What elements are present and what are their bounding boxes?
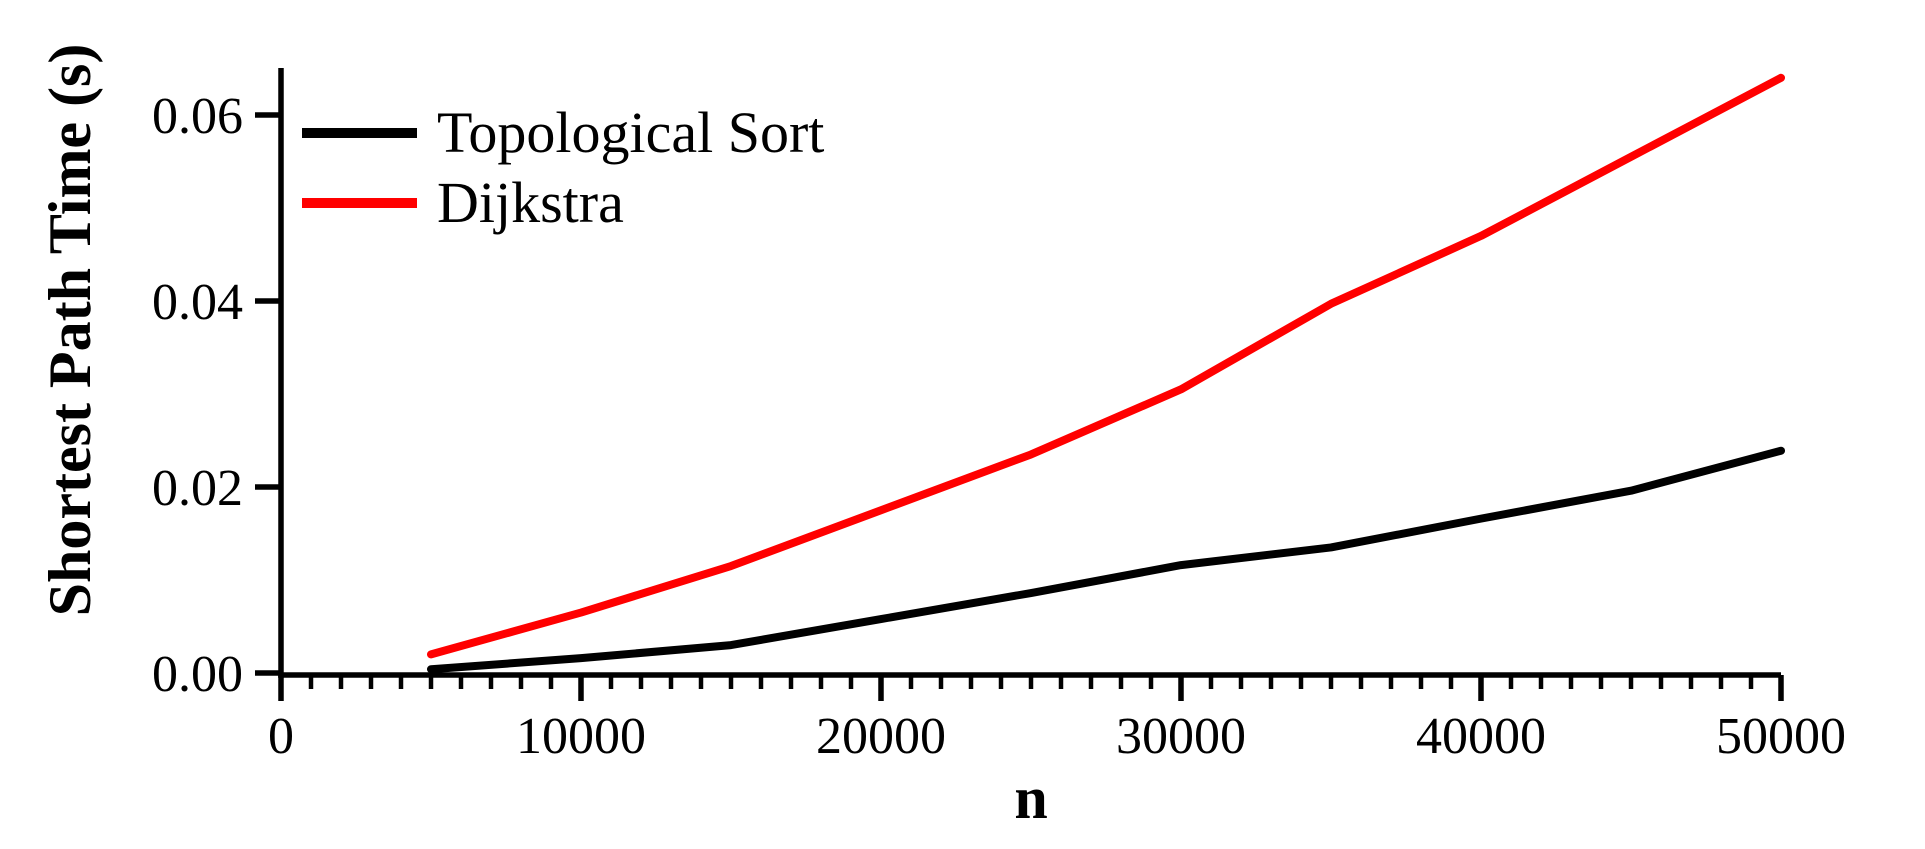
x-tick-label: 20000 — [816, 708, 946, 765]
x-tick-label: 10000 — [516, 708, 646, 765]
x-tick-label: 50000 — [1716, 708, 1846, 765]
x-tick-label: 40000 — [1416, 708, 1546, 765]
series-line-dijkstra — [427, 73, 1785, 659]
series-line-topological-sort — [427, 446, 1785, 674]
y-tick-label: 0.00 — [152, 646, 243, 703]
plot-layer: 0.00 0.02 0.04 0.06 0 10000 20000 30000 40000 500… — [152, 68, 1846, 765]
x-tick-label: 30000 — [1116, 708, 1246, 765]
legend-label-dijkstra: Dijkstra — [437, 170, 624, 235]
legend-label-topological-sort: Topological Sort — [437, 100, 824, 165]
x-axis-title: n — [1014, 765, 1047, 831]
x-tick-label: 0 — [268, 708, 294, 765]
y-axis-title: Shortest Path Time (s) — [37, 44, 103, 617]
y-tick-label: 0.04 — [152, 274, 243, 331]
y-tick-label: 0.02 — [152, 460, 243, 517]
y-tick-label: 0.06 — [152, 88, 243, 145]
